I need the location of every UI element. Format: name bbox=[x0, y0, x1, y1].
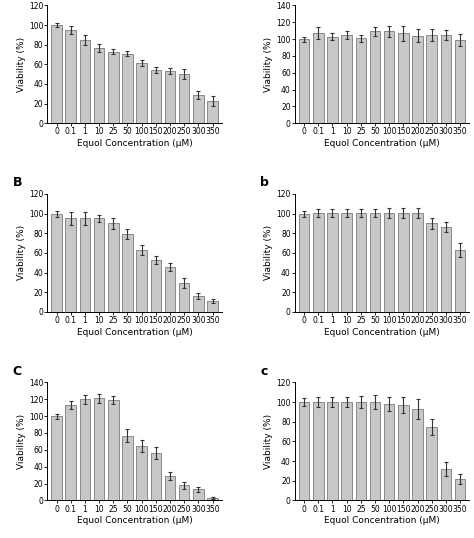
Bar bbox=[179, 284, 190, 312]
Bar bbox=[207, 301, 218, 312]
Bar bbox=[398, 33, 409, 123]
Bar bbox=[440, 228, 451, 312]
Bar bbox=[137, 250, 147, 312]
Bar bbox=[164, 71, 175, 123]
Bar bbox=[94, 218, 104, 312]
Text: A: A bbox=[12, 0, 22, 1]
Bar bbox=[108, 52, 118, 123]
Bar bbox=[384, 32, 394, 123]
Bar bbox=[51, 416, 62, 500]
Bar bbox=[65, 30, 76, 123]
Bar bbox=[440, 469, 451, 500]
Bar bbox=[80, 399, 90, 500]
Bar bbox=[179, 485, 190, 500]
Bar bbox=[427, 427, 437, 500]
Bar bbox=[299, 39, 310, 123]
Y-axis label: Viability (%): Viability (%) bbox=[264, 414, 273, 469]
Y-axis label: Viability (%): Viability (%) bbox=[264, 37, 273, 92]
Bar bbox=[412, 213, 423, 312]
Bar bbox=[341, 35, 352, 123]
X-axis label: Equol Concentration (μM): Equol Concentration (μM) bbox=[77, 516, 192, 525]
X-axis label: Equol Concentration (μM): Equol Concentration (μM) bbox=[324, 328, 440, 337]
Y-axis label: Viability (%): Viability (%) bbox=[17, 414, 26, 469]
Bar bbox=[299, 402, 310, 500]
Bar bbox=[207, 101, 218, 123]
Bar bbox=[384, 213, 394, 312]
Text: a: a bbox=[260, 0, 269, 1]
Bar bbox=[51, 214, 62, 312]
Bar bbox=[370, 32, 380, 123]
Bar bbox=[207, 498, 218, 500]
Bar bbox=[398, 405, 409, 500]
Bar bbox=[151, 70, 161, 123]
Text: C: C bbox=[12, 365, 22, 378]
X-axis label: Equol Concentration (μM): Equol Concentration (μM) bbox=[324, 516, 440, 525]
Bar bbox=[193, 95, 204, 123]
Bar bbox=[108, 400, 118, 500]
Bar bbox=[179, 74, 190, 123]
Bar bbox=[108, 223, 118, 312]
Bar bbox=[427, 35, 437, 123]
Text: c: c bbox=[260, 365, 267, 378]
Text: b: b bbox=[260, 176, 269, 189]
Bar bbox=[164, 476, 175, 500]
Bar bbox=[398, 213, 409, 312]
Bar bbox=[80, 218, 90, 312]
Bar bbox=[137, 63, 147, 123]
Bar bbox=[94, 399, 104, 500]
Bar bbox=[455, 479, 465, 500]
Bar bbox=[412, 36, 423, 123]
Bar bbox=[94, 47, 104, 123]
Bar bbox=[193, 296, 204, 312]
Bar bbox=[356, 402, 366, 500]
Bar bbox=[164, 267, 175, 312]
Bar bbox=[327, 37, 338, 123]
Bar bbox=[356, 38, 366, 123]
Bar bbox=[370, 402, 380, 500]
Bar bbox=[51, 25, 62, 123]
Bar bbox=[356, 213, 366, 312]
Bar bbox=[455, 40, 465, 123]
Y-axis label: Viability (%): Viability (%) bbox=[17, 37, 26, 92]
Bar bbox=[122, 53, 133, 123]
Text: B: B bbox=[12, 176, 22, 189]
Bar bbox=[327, 213, 338, 312]
Bar bbox=[384, 404, 394, 500]
Bar bbox=[313, 213, 324, 312]
Bar bbox=[313, 33, 324, 123]
Bar bbox=[151, 260, 161, 312]
Bar bbox=[151, 453, 161, 500]
Bar bbox=[299, 214, 310, 312]
Bar bbox=[122, 234, 133, 312]
Bar bbox=[341, 213, 352, 312]
Bar bbox=[137, 445, 147, 500]
X-axis label: Equol Concentration (μM): Equol Concentration (μM) bbox=[77, 139, 192, 148]
Bar bbox=[412, 409, 423, 500]
Bar bbox=[327, 402, 338, 500]
Bar bbox=[80, 40, 90, 123]
Bar bbox=[122, 436, 133, 500]
Bar bbox=[313, 402, 324, 500]
Bar bbox=[370, 213, 380, 312]
Y-axis label: Viability (%): Viability (%) bbox=[17, 225, 26, 280]
Bar bbox=[455, 250, 465, 312]
Y-axis label: Viability (%): Viability (%) bbox=[264, 225, 273, 280]
X-axis label: Equol Concentration (μM): Equol Concentration (μM) bbox=[77, 328, 192, 337]
X-axis label: Equol Concentration (μM): Equol Concentration (μM) bbox=[324, 139, 440, 148]
Bar bbox=[341, 402, 352, 500]
Bar bbox=[427, 223, 437, 312]
Bar bbox=[440, 35, 451, 123]
Bar bbox=[193, 490, 204, 500]
Bar bbox=[65, 218, 76, 312]
Bar bbox=[65, 405, 76, 500]
